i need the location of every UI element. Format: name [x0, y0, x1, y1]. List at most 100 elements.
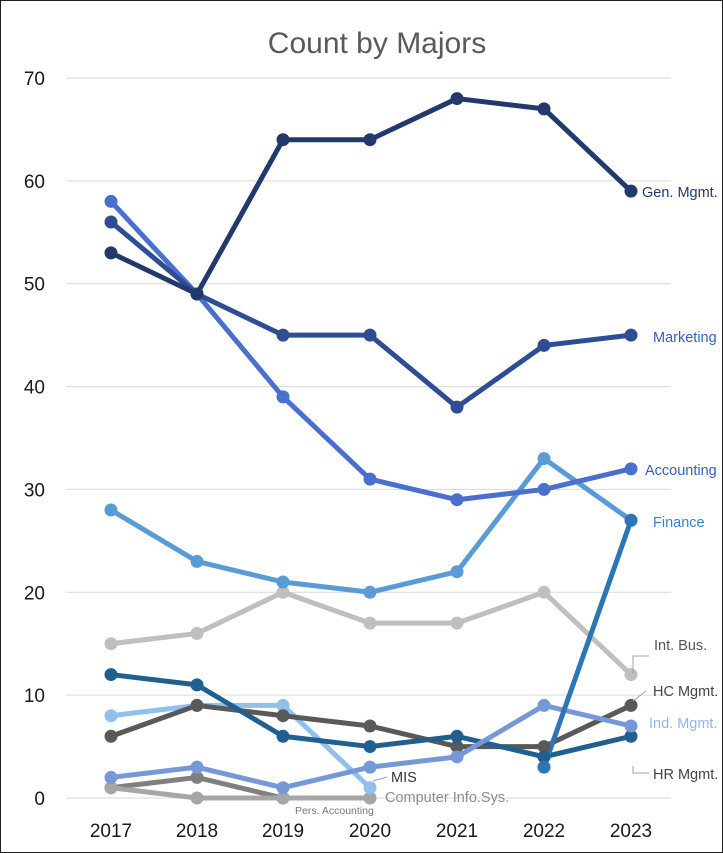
data-point	[450, 750, 464, 764]
data-point	[190, 626, 204, 640]
data-point	[450, 740, 464, 754]
data-point	[537, 452, 551, 466]
data-point	[537, 698, 551, 712]
data-point	[624, 698, 638, 712]
data-point	[537, 338, 551, 352]
data-point	[276, 698, 290, 712]
data-point	[450, 565, 464, 579]
series-line-gen-mgmt-	[108, 96, 634, 297]
data-point	[276, 575, 290, 589]
x-tick-label: 2019	[262, 821, 304, 842]
chart-title: Count by Majors	[268, 27, 486, 60]
series-line-unlabeled	[541, 517, 634, 770]
data-point	[537, 102, 551, 116]
data-point	[104, 770, 118, 784]
series-label: Pers. Accounting	[295, 805, 374, 817]
series-label: Gen. Mgmt.	[642, 185, 718, 201]
data-point	[450, 92, 464, 106]
data-point	[104, 503, 118, 517]
x-tick-label: 2023	[610, 821, 652, 842]
data-point	[190, 287, 204, 301]
label-leader-line	[632, 766, 649, 774]
data-point	[537, 482, 551, 496]
series-line-accounting	[108, 198, 634, 503]
series-label: MIS	[391, 770, 417, 786]
data-point	[276, 133, 290, 147]
data-point	[104, 246, 118, 260]
series-label: Accounting	[645, 463, 717, 479]
data-point	[450, 729, 464, 743]
data-point	[537, 750, 551, 764]
data-point	[363, 760, 377, 774]
data-point	[190, 554, 204, 568]
y-tick-label: 20	[24, 583, 45, 604]
data-point	[624, 729, 638, 743]
data-point	[363, 740, 377, 754]
data-point	[537, 740, 551, 754]
y-tick-label: 10	[24, 686, 45, 707]
data-point	[276, 328, 290, 342]
data-point	[537, 760, 551, 774]
data-point	[190, 770, 204, 784]
data-point	[624, 462, 638, 476]
data-point	[190, 760, 204, 774]
series-line-marketing	[108, 219, 634, 410]
data-point	[104, 729, 118, 743]
y-tick-label: 40	[24, 378, 45, 399]
x-tick-label: 2022	[523, 821, 565, 842]
data-point	[190, 678, 204, 692]
y-tick-label: 60	[24, 172, 45, 193]
data-point	[624, 513, 638, 527]
data-point	[190, 698, 204, 712]
series-line-computer-info-sys-	[108, 702, 373, 791]
x-tick-label: 2020	[349, 821, 391, 842]
y-tick-label: 0	[34, 789, 45, 810]
series-label: Finance	[653, 515, 705, 531]
series-label: HR Mgmt.	[653, 767, 718, 783]
series-line-int-bus-	[108, 589, 634, 678]
data-point	[624, 719, 638, 733]
data-point	[450, 493, 464, 507]
data-point	[363, 791, 377, 805]
x-tick-label: 2021	[436, 821, 478, 842]
data-point	[276, 791, 290, 805]
y-tick-label: 30	[24, 480, 45, 501]
data-point	[363, 472, 377, 486]
data-point	[104, 215, 118, 229]
data-point	[363, 719, 377, 733]
y-tick-label: 50	[24, 275, 45, 296]
data-point	[363, 133, 377, 147]
series-label: Marketing	[653, 330, 717, 346]
series-line-pers-accounting	[108, 785, 373, 801]
data-point	[276, 781, 290, 795]
data-point	[276, 585, 290, 599]
data-point	[104, 709, 118, 723]
data-point	[363, 781, 377, 795]
label-leader-line	[372, 776, 388, 782]
data-point	[624, 668, 638, 682]
data-point	[363, 616, 377, 630]
series-label: HC Mgmt.	[653, 684, 718, 700]
series-label: Ind. Mgmt.	[649, 716, 718, 732]
data-point	[104, 781, 118, 795]
data-point	[190, 791, 204, 805]
data-point	[104, 668, 118, 682]
x-tick-label: 2018	[176, 821, 218, 842]
data-point	[624, 328, 638, 342]
series-label: Computer Info.Sys.	[385, 790, 509, 806]
data-point	[363, 328, 377, 342]
data-point	[276, 709, 290, 723]
x-tick-label: 2017	[90, 821, 132, 842]
data-point	[363, 585, 377, 599]
data-point	[104, 194, 118, 208]
label-leader-line	[632, 690, 647, 702]
data-point	[537, 585, 551, 599]
series-label: Int. Bus.	[654, 638, 707, 654]
label-leader-line	[632, 655, 649, 674]
data-point	[450, 400, 464, 414]
data-point	[276, 729, 290, 743]
data-point	[450, 616, 464, 630]
data-point	[104, 637, 118, 651]
